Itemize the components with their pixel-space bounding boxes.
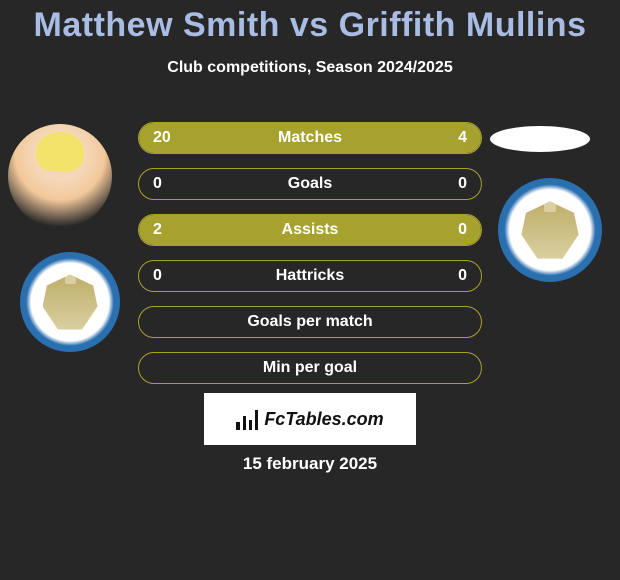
stat-label: Goals per match (247, 313, 372, 331)
crest-shield-icon (43, 275, 98, 330)
club-crest-left (20, 252, 120, 352)
crest-shield-icon (521, 201, 578, 258)
stat-right-value: 4 (458, 129, 467, 147)
stat-row-hattricks: 0 Hattricks 0 (138, 260, 482, 292)
stat-left-value: 2 (153, 221, 162, 239)
stat-right-value: 0 (458, 221, 467, 239)
stat-label: Min per goal (263, 359, 357, 377)
club-crest-right (498, 178, 602, 282)
bars-icon (236, 408, 258, 430)
stat-left-value: 0 (153, 267, 162, 285)
stat-bar-right (423, 123, 481, 153)
stat-row-matches: 20 Matches 4 (138, 122, 482, 154)
player-left-photo (8, 124, 112, 228)
stat-label: Matches (278, 129, 342, 147)
subtitle: Club competitions, Season 2024/2025 (0, 59, 620, 77)
snapshot-date: 15 february 2025 (0, 454, 620, 474)
stat-right-value: 0 (458, 175, 467, 193)
stat-row-assists: 2 Assists 0 (138, 214, 482, 246)
stat-left-value: 0 (153, 175, 162, 193)
stat-label: Assists (282, 221, 339, 239)
source-logo: FcTables.com (204, 393, 416, 445)
stat-row-goals-per-match: Goals per match (138, 306, 482, 338)
stat-left-value: 20 (153, 129, 171, 147)
page-title: Matthew Smith vs Griffith Mullins (0, 0, 620, 45)
player-right-placeholder (490, 126, 590, 152)
stat-row-goals: 0 Goals 0 (138, 168, 482, 200)
stat-label: Hattricks (276, 267, 344, 285)
logo-text: FcTables.com (264, 409, 383, 430)
stats-container: 20 Matches 4 0 Goals 0 2 Assists 0 0 Hat… (138, 122, 482, 398)
stat-label: Goals (288, 175, 332, 193)
stat-right-value: 0 (458, 267, 467, 285)
stat-row-min-per-goal: Min per goal (138, 352, 482, 384)
